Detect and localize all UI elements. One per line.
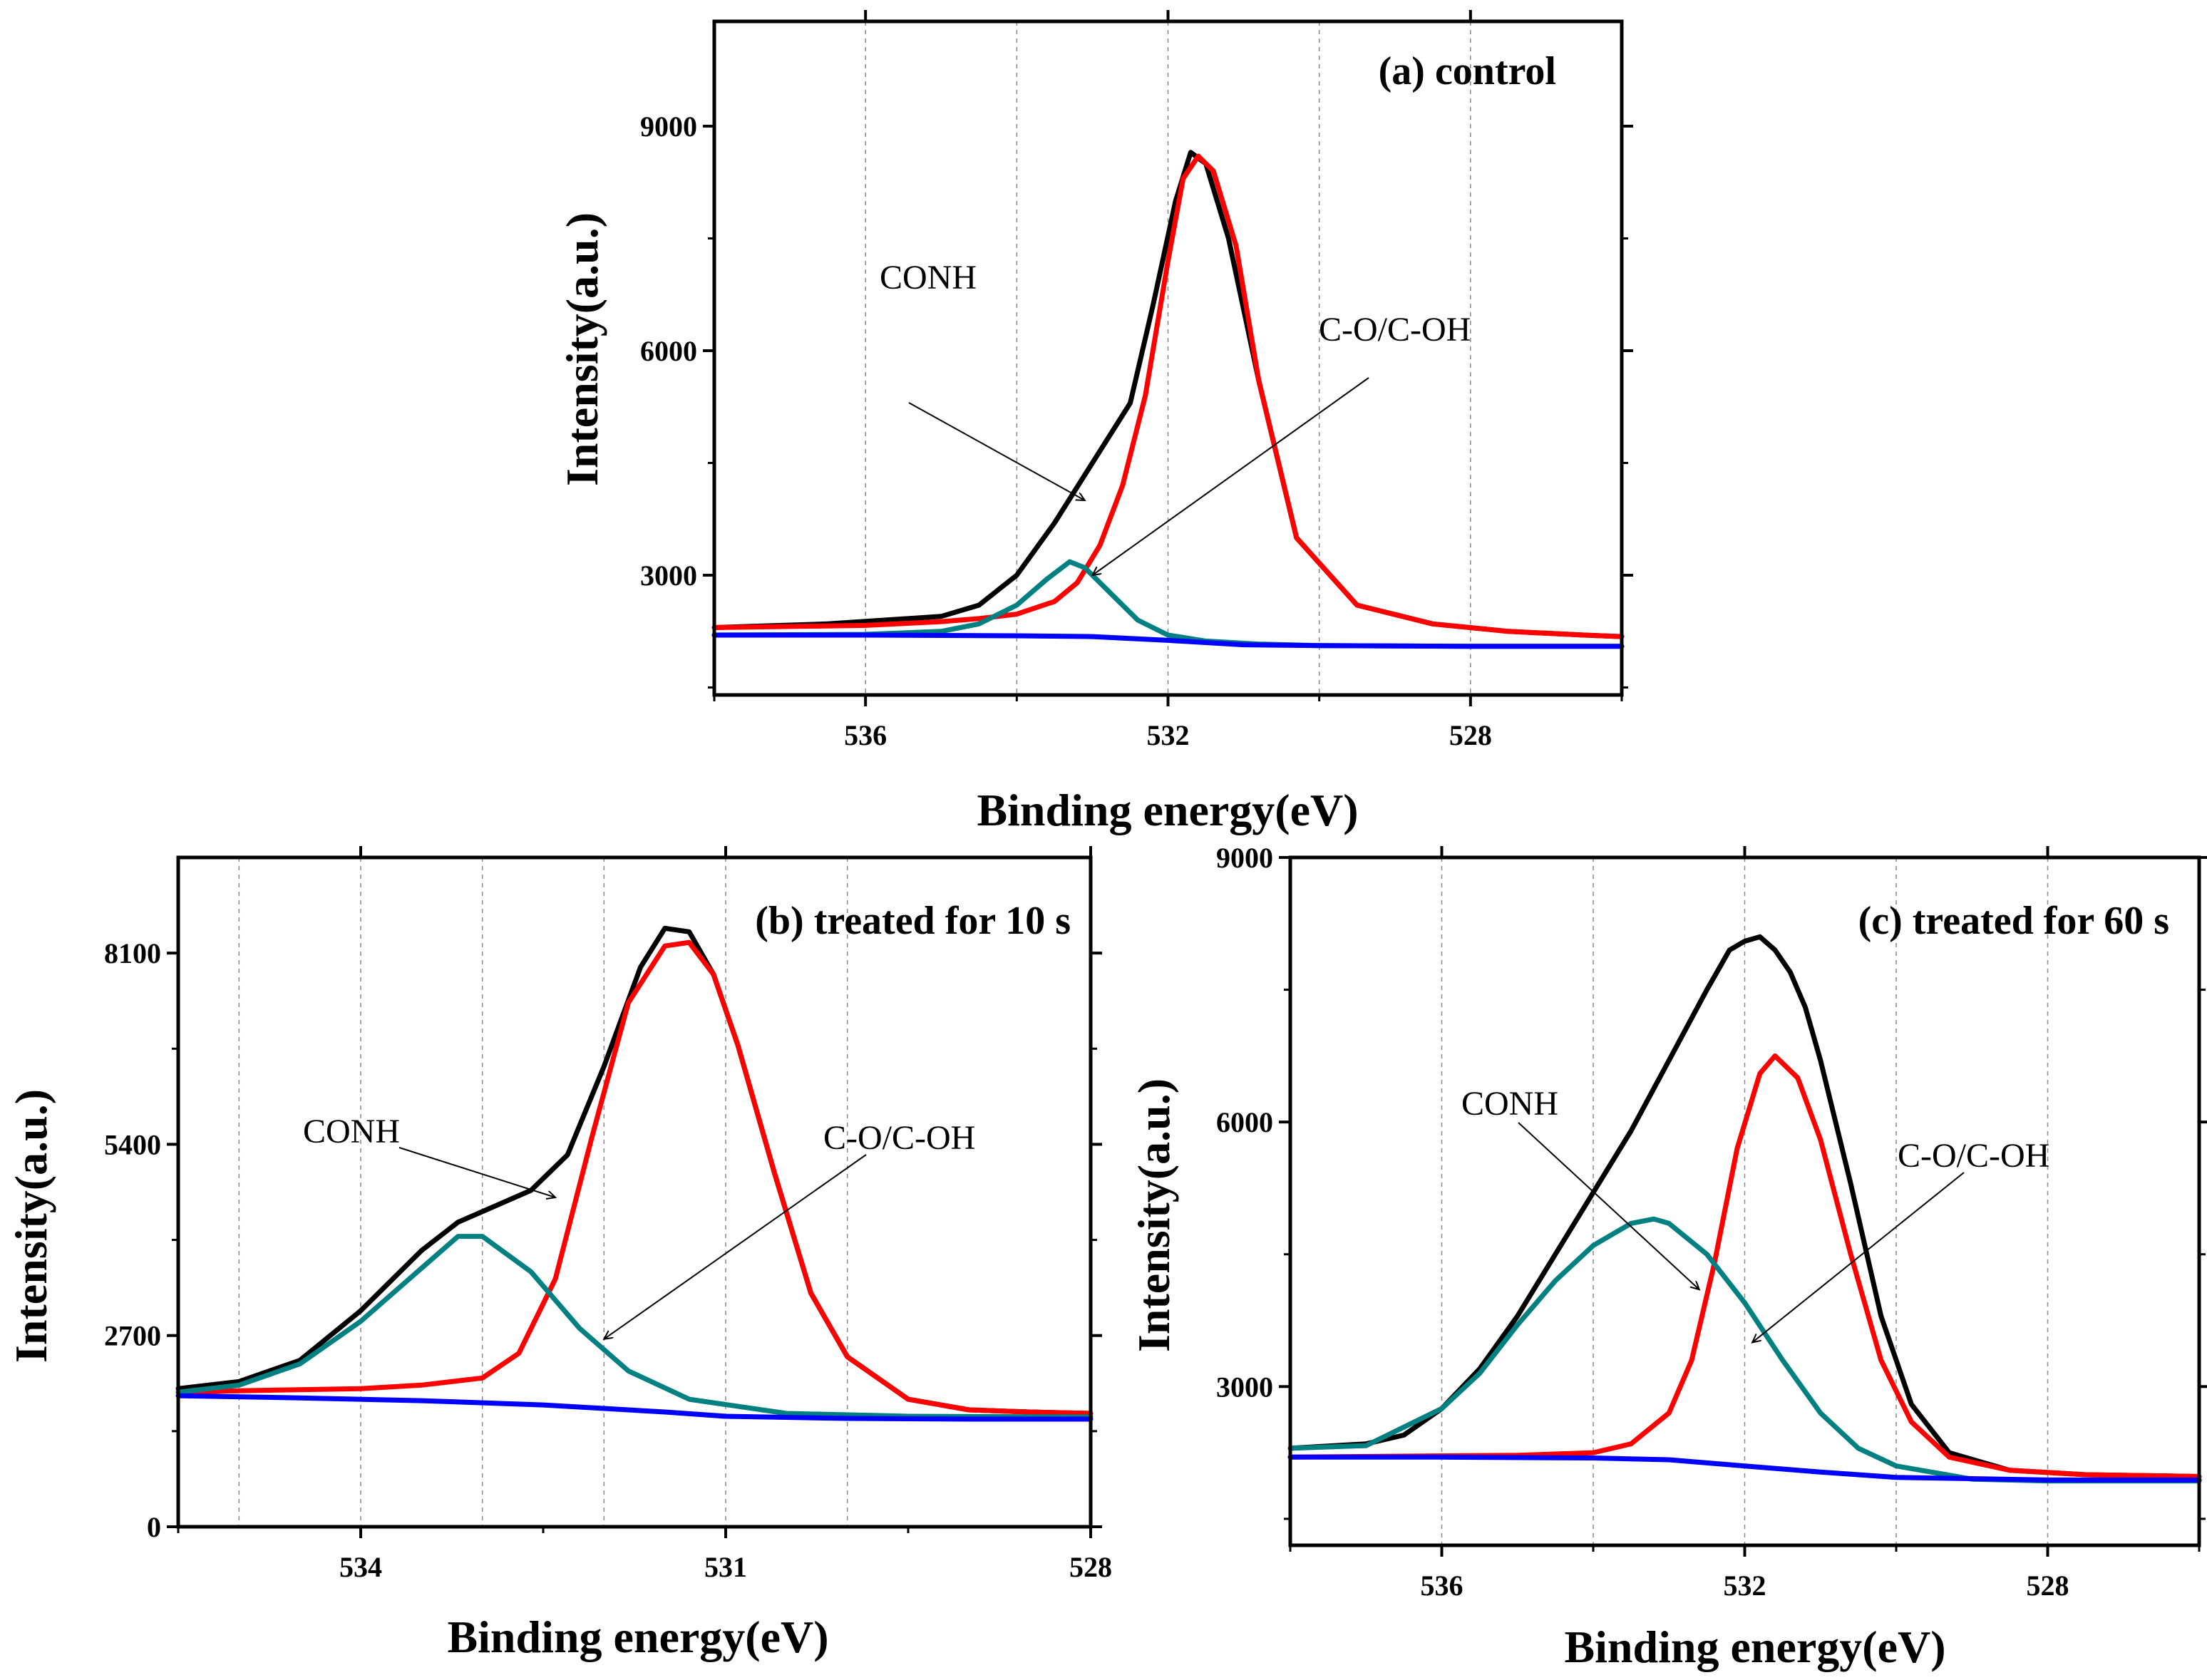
x-tick-label-a-0: 536 xyxy=(844,719,887,751)
annotation-arrow-a-0 xyxy=(908,402,1085,500)
annotation-conh-c: CONH xyxy=(1461,1085,1558,1123)
y-tick-label-c-1: 6000 xyxy=(1216,1106,1273,1138)
series-layer-b xyxy=(175,925,1094,1422)
panel-b: 534 531 528 0 2700 5400 8100 (b) treated for 1… xyxy=(6,846,1112,1662)
x-axis-label-b: Binding energy(eV) xyxy=(447,1612,828,1662)
series-c-envelope xyxy=(1287,934,2202,1479)
x-tick-label-b-1: 531 xyxy=(704,1551,747,1583)
y-tick-label-a-1: 6000 xyxy=(640,335,697,367)
y-tick-label-b-3: 8100 xyxy=(104,937,161,969)
y-tick-label-b-0: 0 xyxy=(147,1511,161,1543)
series-b-background xyxy=(175,1393,1094,1422)
x-tick-label-c-1: 532 xyxy=(1724,1570,1766,1602)
annotation-co-coh-b: C-O/C-OH xyxy=(823,1119,975,1157)
x-tick-label-b-2: 528 xyxy=(1069,1551,1112,1583)
grid-lines-a xyxy=(865,21,1471,695)
y-axis-label-b: Intensity(a.u.) xyxy=(6,1089,56,1363)
panel-title-a: (a) control xyxy=(1379,49,1556,93)
y-tick-label-c-2: 9000 xyxy=(1216,842,1273,874)
panel-c: 536 532 528 3000 6000 9000 (c) treated for 60… xyxy=(1128,842,2207,1672)
series-layer-c xyxy=(1287,934,2202,1484)
annotation-arrow-c-0 xyxy=(1518,1122,1699,1289)
y-tick-label-a-2: 9000 xyxy=(640,110,697,143)
y-tick-label-a-0: 3000 xyxy=(640,560,697,592)
grid-lines-c xyxy=(1441,857,2049,1545)
x-tick-label-a-1: 532 xyxy=(1147,719,1190,751)
annotation-conh-b: CONH xyxy=(303,1113,400,1150)
x-tick-label-a-2: 528 xyxy=(1449,719,1492,751)
x-axis-label-a: Binding energy(eV) xyxy=(977,785,1358,835)
series-c-background xyxy=(1287,1454,2202,1483)
annotation-arrow-a-1 xyxy=(1092,377,1369,575)
y-axis-label-a: Intensity(a.u.) xyxy=(557,212,607,486)
annotation-co-coh-a: C-O/C-OH xyxy=(1319,311,1471,349)
annotation-arrow-b-1 xyxy=(604,1154,867,1339)
ticks-a: 536 532 528 3000 6000 9000 xyxy=(640,10,1633,751)
series-b-conh xyxy=(175,1234,1094,1420)
x-tick-label-b-0: 534 xyxy=(339,1551,382,1583)
series-a-background xyxy=(711,632,1625,649)
annotations-b xyxy=(398,1147,867,1339)
series-c-conh xyxy=(1287,1216,2202,1484)
ticks-b: 534 531 528 0 2700 5400 8100 xyxy=(104,846,1112,1583)
panel-title-c: (c) treated for 60 s xyxy=(1858,899,2169,943)
axes-frame-b xyxy=(176,855,1093,1529)
x-axis-label-c: Binding energy(eV) xyxy=(1564,1622,1945,1672)
panel-title-b: (b) treated for 10 s xyxy=(755,899,1071,943)
x-tick-label-c-0: 536 xyxy=(1421,1570,1463,1602)
panel-a: 536 532 528 3000 6000 9000 (a) control Bindin… xyxy=(557,10,1633,835)
annotation-conh-a: CONH xyxy=(880,259,977,297)
y-axis-label-c: Intensity(a.u.) xyxy=(1128,1078,1179,1352)
annotations-c xyxy=(1518,1122,1965,1342)
x-tick-label-c-2: 528 xyxy=(2027,1570,2069,1602)
annotation-arrow-b-0 xyxy=(398,1147,555,1197)
grid-lines-b xyxy=(238,857,848,1527)
y-tick-label-b-1: 2700 xyxy=(104,1320,161,1352)
y-tick-label-b-2: 5400 xyxy=(104,1128,161,1160)
ticks-c: 536 532 528 3000 6000 9000 xyxy=(1216,842,2207,1602)
y-tick-label-c-0: 3000 xyxy=(1216,1371,1273,1403)
annotation-arrow-c-1 xyxy=(1752,1172,1965,1342)
annotations-a xyxy=(908,377,1369,575)
series-c-c-o-c-oh xyxy=(1287,1053,2202,1479)
series-b-c-o-c-oh xyxy=(175,939,1094,1416)
series-b-envelope xyxy=(175,925,1094,1416)
annotation-co-coh-c: C-O/C-OH xyxy=(1898,1137,2049,1175)
series-layer-a xyxy=(711,150,1625,649)
